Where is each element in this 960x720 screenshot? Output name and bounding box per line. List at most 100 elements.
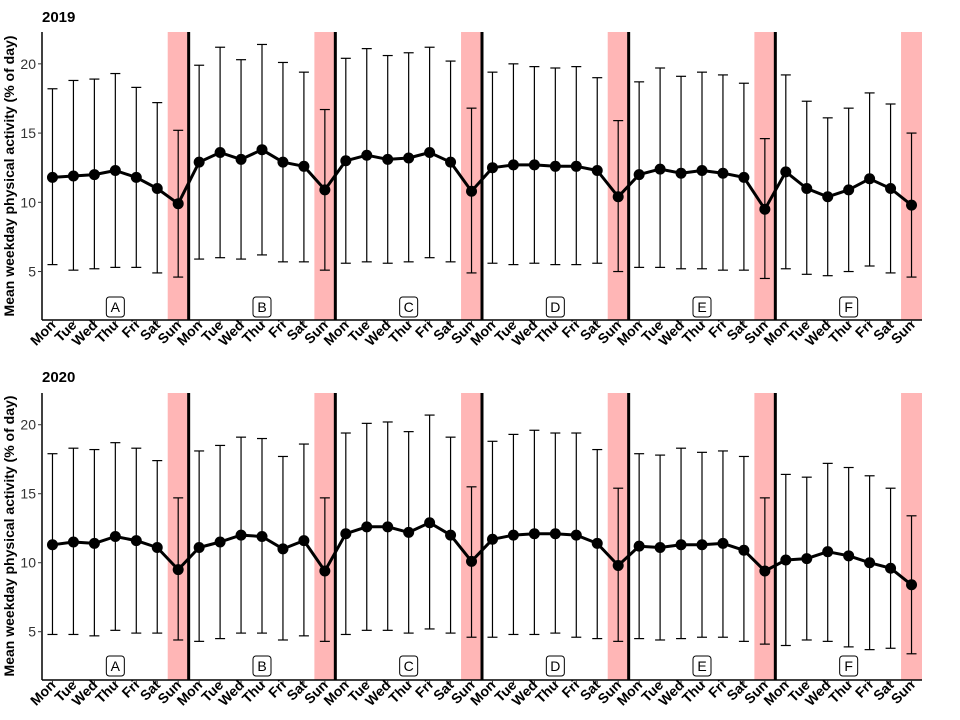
x-tick-label: Thu — [385, 317, 414, 346]
data-point — [256, 531, 268, 542]
week-label-box — [399, 655, 419, 677]
y-tick-label: 5 — [28, 624, 36, 640]
data-point — [864, 557, 876, 569]
data-point — [528, 159, 540, 171]
x-tick-label: Thu — [679, 317, 708, 346]
data-point — [193, 542, 205, 554]
data-point — [549, 528, 561, 540]
data-point — [507, 529, 519, 541]
data-point — [843, 550, 855, 562]
series-line — [52, 148, 913, 211]
week-label-box — [692, 296, 712, 318]
data-point — [88, 537, 100, 549]
data-point — [319, 184, 331, 196]
data-point — [612, 191, 624, 203]
data-point — [906, 579, 918, 591]
data-point — [696, 539, 708, 551]
data-point — [591, 164, 603, 176]
data-point — [717, 537, 729, 549]
week-label-box — [252, 296, 272, 318]
data-point — [424, 146, 436, 158]
x-tick-label: Thu — [825, 317, 854, 346]
data-point — [801, 182, 813, 194]
week-label-box — [105, 655, 125, 677]
y-tick-label: 10 — [20, 194, 36, 210]
data-point — [130, 171, 142, 183]
x-tick-label: Thu — [385, 677, 414, 706]
data-point — [633, 540, 645, 552]
data-point — [445, 529, 457, 541]
data-point — [151, 182, 163, 194]
data-point — [382, 153, 394, 165]
week-label: D — [550, 658, 560, 674]
week-label-box — [839, 655, 859, 677]
data-point — [298, 535, 310, 547]
data-point — [570, 160, 582, 172]
x-tick-label: Sun — [888, 677, 918, 707]
week-label: E — [697, 299, 706, 315]
y-tick-label: 5 — [28, 264, 36, 280]
x-tick-label: Thu — [679, 677, 708, 706]
week-label-box — [545, 655, 565, 677]
data-point — [780, 554, 792, 566]
data-point — [193, 156, 205, 168]
week-label-box — [839, 296, 859, 318]
data-point — [109, 164, 121, 176]
data-point — [277, 156, 289, 168]
y-tick-label: 15 — [20, 486, 36, 502]
data-point — [298, 160, 310, 172]
y-tick-label: 10 — [20, 555, 36, 571]
data-point — [549, 160, 561, 172]
data-point — [214, 146, 226, 158]
data-point — [906, 199, 918, 211]
week-label: A — [111, 658, 121, 674]
data-point — [654, 542, 666, 554]
week-label: C — [404, 299, 414, 315]
data-point — [780, 166, 792, 178]
y-tick-label: 20 — [20, 417, 36, 433]
data-point — [486, 533, 498, 545]
data-point — [675, 539, 687, 551]
data-point — [361, 149, 373, 161]
data-point — [319, 565, 331, 577]
data-point — [486, 162, 498, 174]
panel-2020: 2020 Mean weekday physical activity (% of… — [1, 369, 922, 709]
data-point — [235, 529, 247, 541]
x-tick-label: Thu — [532, 677, 561, 706]
data-point — [445, 156, 457, 168]
data-point — [864, 173, 876, 185]
data-point — [151, 542, 163, 554]
panel-title: 2020 — [42, 369, 75, 386]
data-point — [696, 164, 708, 176]
week-label-box — [399, 296, 419, 318]
data-point — [801, 553, 813, 565]
data-point — [885, 182, 897, 194]
y-tick-label: 20 — [20, 56, 36, 72]
week-label: E — [697, 658, 706, 674]
week-label: D — [550, 299, 560, 315]
week-label: A — [111, 299, 121, 315]
panel-title: 2019 — [42, 9, 75, 26]
data-point — [507, 159, 519, 171]
data-point — [654, 163, 666, 175]
week-label-box — [545, 296, 565, 318]
data-point — [235, 153, 247, 165]
data-point — [214, 536, 226, 548]
data-point — [717, 167, 729, 179]
data-point — [172, 564, 184, 576]
data-point — [591, 537, 603, 549]
data-point — [46, 539, 58, 551]
data-point — [843, 184, 855, 196]
x-tick-label: Thu — [239, 317, 268, 346]
data-point — [675, 167, 687, 179]
x-tick-label: Thu — [92, 677, 121, 706]
data-point — [361, 521, 373, 533]
week-label: B — [257, 299, 266, 315]
data-point — [88, 169, 100, 181]
data-point — [738, 544, 750, 556]
data-point — [67, 536, 79, 548]
week-label: B — [257, 658, 266, 674]
data-point — [822, 546, 834, 558]
data-point — [67, 170, 79, 182]
